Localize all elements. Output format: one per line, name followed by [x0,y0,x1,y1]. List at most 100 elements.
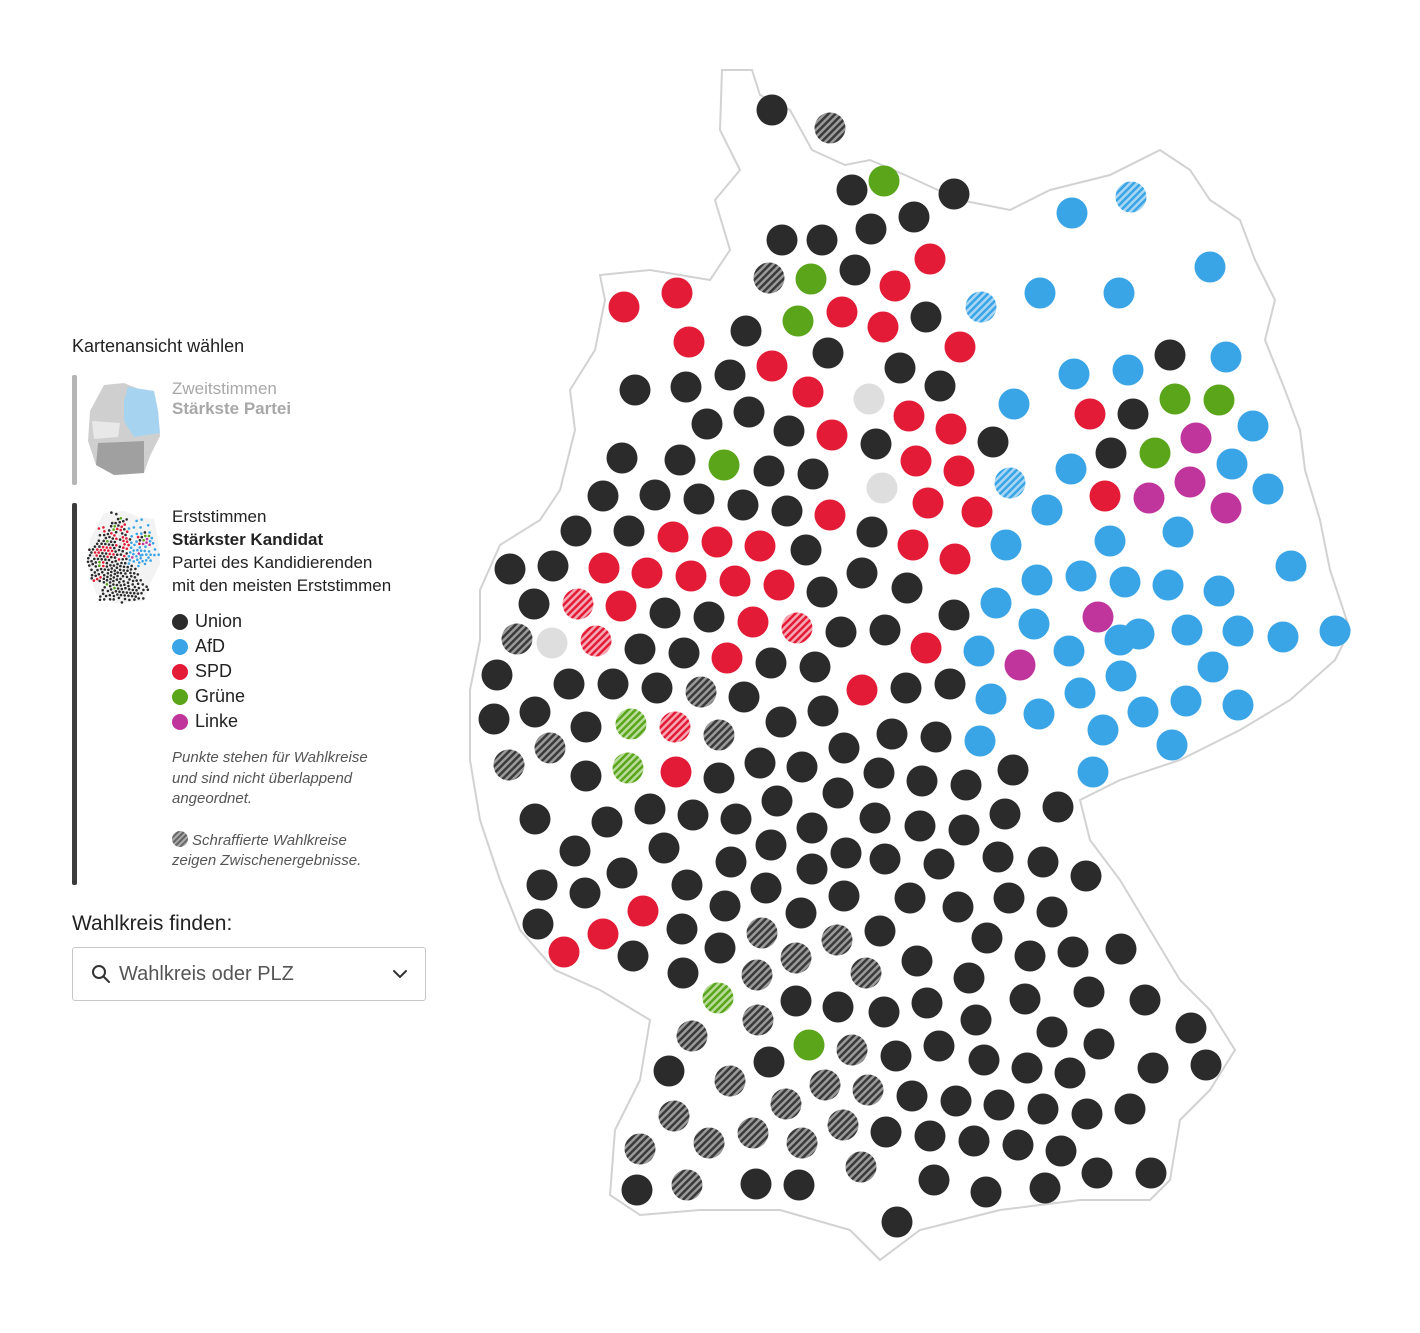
constituency-dot[interactable] [536,627,568,659]
constituency-dot[interactable] [493,749,525,781]
constituency-dot[interactable] [860,428,892,460]
constituency-dot[interactable] [1045,1135,1077,1167]
constituency-dot[interactable] [859,802,891,834]
constituency-dot[interactable] [1210,492,1242,524]
constituency-dot[interactable] [548,936,580,968]
constituency-dot[interactable] [526,869,558,901]
constituency-dot[interactable] [939,543,971,575]
constituency-dot[interactable] [836,174,868,206]
view-option-erststimmen[interactable]: Erststimmen Stärkster Kandidat Partei de… [72,503,442,885]
constituency-dot[interactable] [780,942,812,974]
constituency-dot[interactable] [1070,860,1102,892]
constituency-dot[interactable] [605,590,637,622]
constituency-dot[interactable] [863,757,895,789]
constituency-dot[interactable] [1109,566,1141,598]
constituency-dot[interactable] [806,224,838,256]
constituency-dot[interactable] [796,853,828,885]
constituency-dot[interactable] [1156,729,1188,761]
district-search-select[interactable]: Wahlkreis oder PLZ [72,947,426,1001]
constituency-dot[interactable] [1190,1049,1222,1081]
constituency-dot[interactable] [1237,410,1269,442]
constituency-dot[interactable] [634,793,666,825]
constituency-dot[interactable] [755,829,787,861]
constituency-dot[interactable] [970,1176,1002,1208]
constituency-dot[interactable] [481,659,513,691]
constituency-dot[interactable] [518,588,550,620]
constituency-dot[interactable] [756,350,788,382]
constituency-dot[interactable] [924,370,956,402]
constituency-dot[interactable] [702,982,734,1014]
constituency-dot[interactable] [989,798,1021,830]
constituency-dot[interactable] [867,311,899,343]
constituency-dot[interactable] [708,449,740,481]
constituency-dot[interactable] [822,991,854,1023]
constituency-dot[interactable] [1154,339,1186,371]
constituency-dot[interactable] [828,732,860,764]
constituency-dot[interactable] [728,681,760,713]
constituency-dot[interactable] [1053,635,1085,667]
constituency-dot[interactable] [938,599,970,631]
constituency-dot[interactable] [612,752,644,784]
constituency-dot[interactable] [869,614,901,646]
constituency-dot[interactable] [1074,398,1106,430]
constituency-dot[interactable] [825,616,857,648]
constituency-dot[interactable] [1127,696,1159,728]
view-option-zweitstimmen[interactable]: Zweitstimmen Stärkste Partei [72,375,442,485]
constituency-dot[interactable] [1031,494,1063,526]
constituency-dot[interactable] [1036,1016,1068,1048]
constituency-dot[interactable] [591,806,623,838]
constituency-dot[interactable] [733,396,765,428]
constituency-dot[interactable] [961,496,993,528]
constituency-dot[interactable] [826,296,858,328]
constituency-dot[interactable] [906,765,938,797]
constituency-dot[interactable] [1222,689,1254,721]
constituency-dot[interactable] [836,1034,868,1066]
constituency-dot[interactable] [553,668,585,700]
constituency-dot[interactable] [1057,936,1089,968]
constituency-dot[interactable] [756,94,788,126]
constituency-dot[interactable] [846,557,878,589]
constituency-dot[interactable] [1216,448,1248,480]
constituency-dot[interactable] [606,442,638,474]
constituency-dot[interactable] [968,1044,1000,1076]
constituency-dot[interactable] [845,1151,877,1183]
constituency-dot[interactable] [994,467,1026,499]
constituency-dot[interactable] [673,326,705,358]
constituency-dot[interactable] [780,985,812,1017]
constituency-dot[interactable] [668,637,700,669]
constituency-dot[interactable] [965,291,997,323]
constituency-dot[interactable] [562,588,594,620]
constituency-dot[interactable] [796,812,828,844]
constituency-dot[interactable] [785,897,817,929]
constituency-dot[interactable] [1104,624,1136,656]
constituency-dot[interactable] [1137,1052,1169,1084]
constituency-dot[interactable] [792,376,824,408]
constituency-dot[interactable] [613,515,645,547]
constituency-dot[interactable] [943,455,975,487]
constituency-dot[interactable] [1056,197,1088,229]
constituency-dot[interactable] [766,224,798,256]
constituency-dot[interactable] [624,1133,656,1165]
constituency-dot[interactable] [737,606,769,638]
constituency-dot[interactable] [786,1127,818,1159]
constituency-dot[interactable] [850,957,882,989]
constituency-dot[interactable] [671,1169,703,1201]
constituency-dot[interactable] [868,165,900,197]
constituency-dot[interactable] [740,1168,772,1200]
constituency-dot[interactable] [615,708,647,740]
constituency-dot[interactable] [980,587,1012,619]
constituency-dot[interactable] [920,721,952,753]
constituency-dot[interactable] [770,1088,802,1120]
constituency-dot[interactable] [812,337,844,369]
constituency-dot[interactable] [714,359,746,391]
constituency-dot[interactable] [910,301,942,333]
constituency-dot[interactable] [918,1164,950,1196]
constituency-dot[interactable] [701,526,733,558]
constituency-dot[interactable] [1055,453,1087,485]
constituency-dot[interactable] [746,917,778,949]
constituency-dot[interactable] [657,521,689,553]
constituency-dot[interactable] [1170,685,1202,717]
constituency-dot[interactable] [814,499,846,531]
constituency-dot[interactable] [670,371,702,403]
constituency-dot[interactable] [856,516,888,548]
